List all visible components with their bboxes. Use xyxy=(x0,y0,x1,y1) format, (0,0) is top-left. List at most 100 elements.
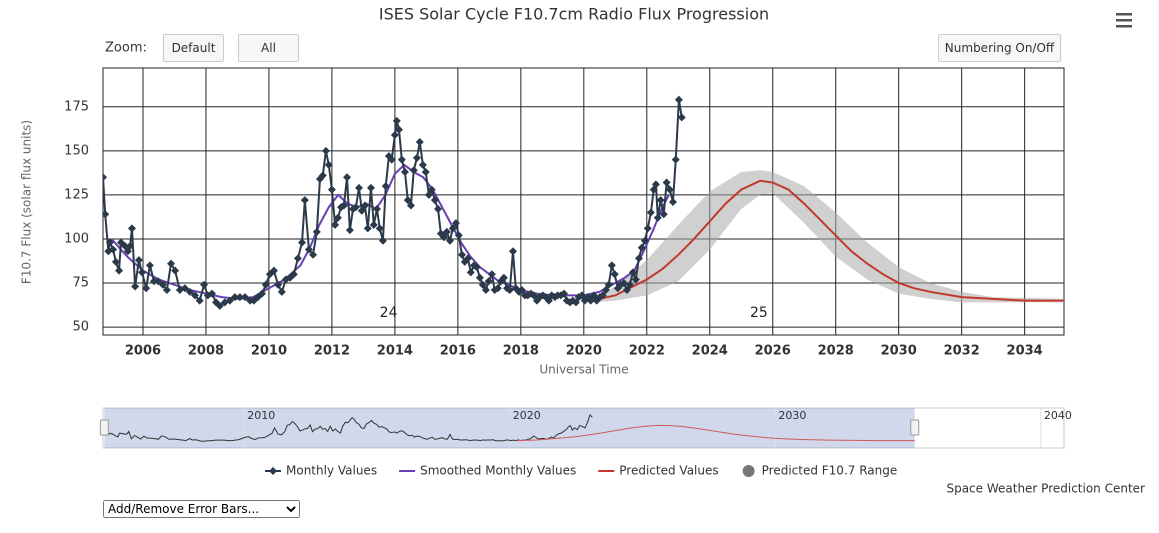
y-tick-label: 125 xyxy=(64,187,89,202)
data-point xyxy=(215,301,224,310)
data-point xyxy=(145,261,154,270)
data-point xyxy=(640,236,649,245)
data-point xyxy=(529,291,538,300)
x-tick-label: 2022 xyxy=(629,344,665,359)
data-point xyxy=(127,224,136,233)
legend-item[interactable]: Predicted F10.7 Range xyxy=(742,464,898,478)
data-point xyxy=(457,250,466,259)
data-point xyxy=(544,296,553,305)
navigator-tick-label: 2010 xyxy=(247,409,275,422)
data-point xyxy=(493,284,502,293)
data-point xyxy=(360,201,369,210)
data-point xyxy=(109,245,118,254)
data-point xyxy=(442,227,451,236)
data-point xyxy=(610,270,619,279)
navigator-handle xyxy=(99,419,109,436)
data-point xyxy=(390,130,399,139)
data-point xyxy=(158,280,167,289)
data-point xyxy=(674,95,683,104)
data-point xyxy=(134,256,143,265)
error-bars-select[interactable]: Add/Remove Error Bars... xyxy=(103,500,300,518)
data-point xyxy=(559,289,568,298)
legend-label: Predicted Values xyxy=(619,464,718,478)
data-point xyxy=(105,238,114,247)
data-point xyxy=(351,203,360,212)
data-point xyxy=(225,296,234,305)
data-point xyxy=(363,224,372,233)
data-point xyxy=(397,155,406,164)
data-point xyxy=(625,280,634,289)
data-point xyxy=(207,289,216,298)
x-tick-label: 2024 xyxy=(692,344,728,359)
data-point xyxy=(115,266,124,275)
data-point xyxy=(327,185,336,194)
data-point xyxy=(339,201,348,210)
y-tick-label: 150 xyxy=(64,143,89,158)
data-point xyxy=(499,273,508,282)
data-point xyxy=(475,273,484,282)
data-point xyxy=(111,257,120,266)
y-tick-label: 175 xyxy=(64,99,89,114)
legend-item[interactable]: Smoothed Monthly Values xyxy=(399,464,576,478)
range-area xyxy=(591,170,1064,303)
data-point xyxy=(167,259,176,268)
data-point xyxy=(517,286,526,295)
legend-item[interactable]: Monthly Values xyxy=(265,464,377,478)
x-tick-label: 2014 xyxy=(377,344,413,359)
data-point xyxy=(258,289,267,298)
data-point xyxy=(628,268,637,277)
x-tick-label: 2032 xyxy=(944,344,980,359)
data-point xyxy=(180,284,189,293)
data-point xyxy=(123,247,132,256)
legend-item[interactable]: Predicted Values xyxy=(598,464,719,478)
data-point xyxy=(434,204,443,213)
data-point xyxy=(185,287,194,296)
credit: Space Weather Prediction Center xyxy=(946,482,1145,496)
data-point xyxy=(445,236,454,245)
x-tick-label: 2016 xyxy=(440,344,476,359)
data-point xyxy=(289,270,298,279)
legend-symbol xyxy=(269,467,277,475)
y-axis-title: F10.7 Flux (solar flux units) xyxy=(20,120,34,284)
series-line xyxy=(103,99,683,308)
data-point xyxy=(274,280,283,289)
data-point xyxy=(381,182,390,191)
legend-label: Smoothed Monthly Values xyxy=(420,464,576,478)
data-point xyxy=(671,155,680,164)
cycle-label: 25 xyxy=(750,305,768,321)
menu-icon[interactable] xyxy=(1116,13,1132,28)
data-point xyxy=(589,291,598,300)
data-point xyxy=(634,254,643,263)
legend-symbol xyxy=(742,465,755,477)
data-point xyxy=(508,247,517,256)
data-point xyxy=(378,236,387,245)
data-point xyxy=(103,173,107,182)
data-point xyxy=(324,160,333,169)
data-point xyxy=(451,219,460,228)
numbering-button[interactable]: Numbering On/Off xyxy=(938,34,1061,62)
data-point xyxy=(478,280,487,289)
data-point xyxy=(505,286,514,295)
data-point xyxy=(375,224,384,233)
data-point xyxy=(293,254,302,263)
data-point xyxy=(241,293,250,302)
zoom-button[interactable]: Default xyxy=(163,34,224,62)
legend-label: Predicted F10.7 Range xyxy=(762,464,898,478)
data-point xyxy=(604,280,613,289)
zoom-button[interactable]: All xyxy=(238,34,299,62)
x-axis-title: Universal Time xyxy=(539,363,628,377)
navigator-tick-label: 2040 xyxy=(1044,409,1072,422)
data-point xyxy=(331,220,340,229)
data-point xyxy=(200,280,209,289)
data-point xyxy=(463,254,472,263)
data-point xyxy=(230,293,239,302)
data-point xyxy=(598,291,607,300)
data-point xyxy=(403,196,412,205)
data-point xyxy=(409,166,418,175)
data-point xyxy=(354,183,363,192)
x-tick-label: 2010 xyxy=(251,344,287,359)
data-point xyxy=(298,238,307,247)
data-point xyxy=(665,185,674,194)
